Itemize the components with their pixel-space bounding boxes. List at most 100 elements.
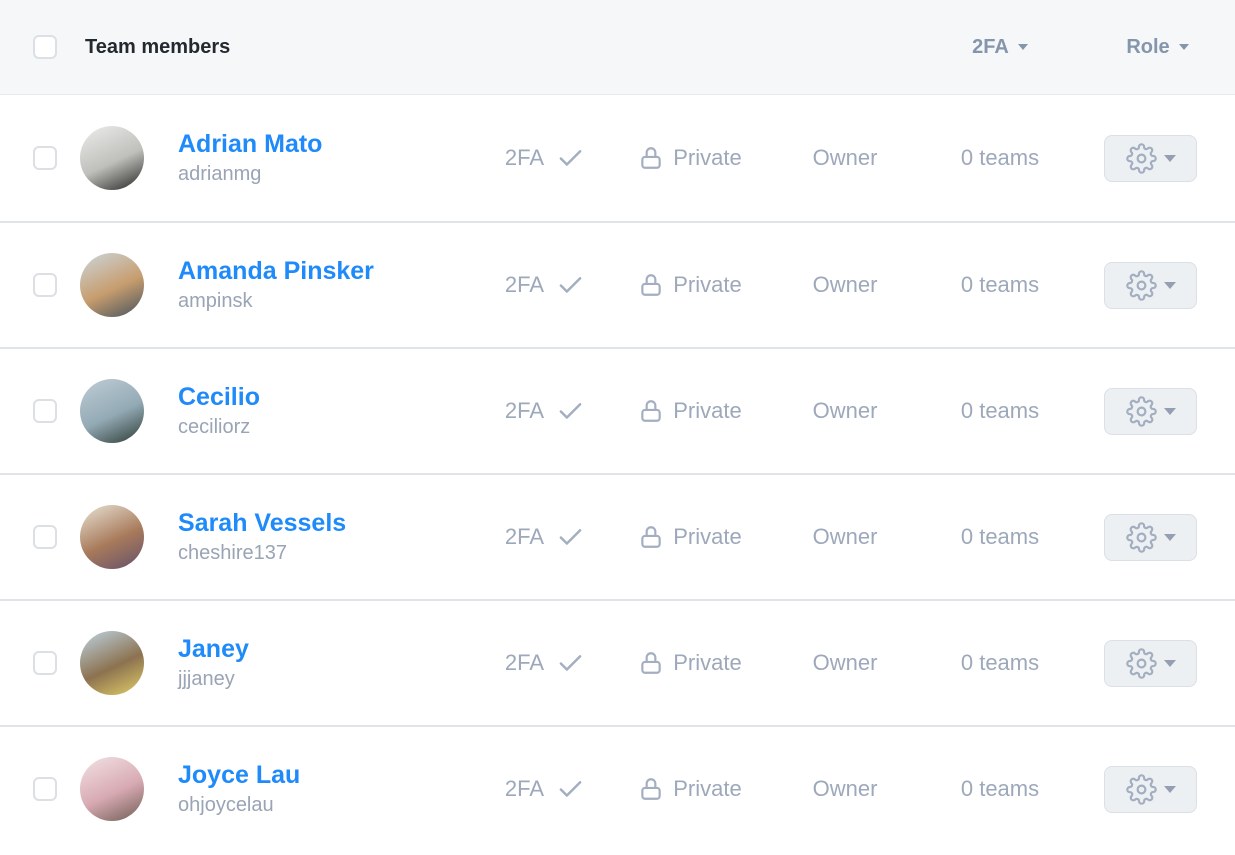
row-checkbox-cell [0, 273, 80, 297]
check-icon [556, 144, 585, 173]
select-all-checkbox[interactable] [33, 35, 57, 59]
member-name-link[interactable]: Amanda Pinsker [178, 257, 374, 286]
lock-icon [638, 397, 664, 425]
row-settings-button[interactable] [1104, 134, 1197, 182]
visibility-label: Private [673, 272, 742, 297]
row-checkbox-cell [0, 399, 80, 423]
row-checkbox-cell [0, 651, 80, 675]
member-name-link[interactable]: Janey [178, 635, 249, 664]
member-identity: Amanda Pinsker ampinsk [178, 257, 480, 313]
visibility-cell: Private [610, 649, 770, 677]
visibility-label: Private [673, 145, 742, 170]
member-name-link[interactable]: Adrian Mato [178, 130, 323, 159]
teams-count: 0 teams [960, 524, 1040, 549]
member-identity: Janey jjjaney [178, 635, 480, 691]
caret-down-icon [1163, 407, 1176, 415]
visibility-cell: Private [610, 397, 770, 425]
twofa-label: 2FA [504, 524, 545, 549]
member-name-link[interactable]: Sarah Vessels [178, 509, 347, 538]
visibility-label: Private [673, 650, 742, 675]
row-checkbox[interactable] [33, 777, 57, 801]
teams-cell: 0 teams [920, 145, 1080, 171]
member-name-link[interactable]: Cecilio [178, 383, 260, 412]
teams-count: 0 teams [960, 776, 1040, 801]
member-username: ohjoycelau [178, 793, 274, 816]
gear-icon [1125, 521, 1157, 553]
row-settings-button[interactable] [1104, 513, 1197, 561]
row-checkbox-cell [0, 525, 80, 549]
row-settings-button[interactable] [1104, 261, 1197, 309]
member-row: Joyce Lau ohjoycelau 2FA Private Owner 0… [0, 725, 1235, 851]
avatar[interactable] [80, 757, 144, 821]
member-row: Janey jjjaney 2FA Private Owner 0 teams [0, 599, 1235, 725]
visibility-cell: Private [610, 523, 770, 551]
row-settings-button[interactable] [1104, 639, 1197, 687]
row-checkbox[interactable] [33, 273, 57, 297]
avatar[interactable] [80, 126, 144, 190]
visibility-label: Private [673, 524, 742, 549]
visibility-cell: Private [610, 144, 770, 172]
row-settings-button[interactable] [1104, 387, 1197, 435]
caret-down-icon [1163, 533, 1176, 541]
gear-icon [1125, 269, 1157, 301]
row-checkbox[interactable] [33, 399, 57, 423]
check-icon [556, 397, 585, 426]
role-label: Owner [812, 398, 878, 423]
teams-cell: 0 teams [920, 776, 1080, 802]
gear-icon [1125, 773, 1157, 805]
teams-count: 0 teams [960, 650, 1040, 675]
role-cell: Owner [770, 650, 920, 676]
member-row: Adrian Mato adrianmg 2FA Private Owner 0… [0, 95, 1235, 221]
caret-down-icon [1163, 659, 1176, 667]
lock-icon [638, 775, 664, 803]
role-label: Owner [812, 272, 878, 297]
member-row: Cecilio ceciliorz 2FA Private Owner 0 te… [0, 347, 1235, 473]
avatar[interactable] [80, 379, 144, 443]
avatar[interactable] [80, 631, 144, 695]
member-identity: Cecilio ceciliorz [178, 383, 480, 439]
teams-count: 0 teams [960, 398, 1040, 423]
twofa-cell: 2FA [480, 271, 610, 300]
lock-icon [638, 523, 664, 551]
role-label: Owner [812, 776, 878, 801]
teams-cell: 0 teams [920, 524, 1080, 550]
member-username: cheshire137 [178, 541, 287, 564]
avatar[interactable] [80, 253, 144, 317]
row-checkbox[interactable] [33, 525, 57, 549]
twofa-label: 2FA [504, 650, 545, 675]
actions-cell [1080, 639, 1235, 687]
caret-down-icon [1017, 44, 1028, 50]
visibility-cell: Private [610, 775, 770, 803]
teams-cell: 0 teams [920, 272, 1080, 298]
filter-role-dropdown[interactable]: Role [1080, 36, 1235, 59]
lock-icon [638, 144, 664, 172]
actions-cell [1080, 765, 1235, 813]
role-cell: Owner [770, 776, 920, 802]
visibility-cell: Private [610, 271, 770, 299]
caret-down-icon [1163, 154, 1176, 162]
gear-icon [1125, 142, 1157, 174]
caret-down-icon [1163, 281, 1176, 289]
role-cell: Owner [770, 145, 920, 171]
row-checkbox[interactable] [33, 146, 57, 170]
twofa-cell: 2FA [480, 144, 610, 173]
member-username: ceciliorz [178, 415, 251, 438]
teams-cell: 0 teams [920, 398, 1080, 424]
filter-role-label: Role [1126, 35, 1170, 58]
filter-2fa-dropdown[interactable]: 2FA [920, 36, 1080, 59]
member-list: Adrian Mato adrianmg 2FA Private Owner 0… [0, 95, 1235, 851]
member-row: Sarah Vessels cheshire137 2FA Private Ow… [0, 473, 1235, 599]
row-settings-button[interactable] [1104, 765, 1197, 813]
check-icon [556, 649, 585, 678]
row-checkbox[interactable] [33, 651, 57, 675]
actions-cell [1080, 513, 1235, 561]
page-title: Team members [85, 35, 231, 58]
member-name-link[interactable]: Joyce Lau [178, 761, 301, 790]
row-checkbox-cell [0, 146, 80, 170]
role-label: Owner [812, 650, 878, 675]
avatar[interactable] [80, 505, 144, 569]
actions-cell [1080, 261, 1235, 309]
member-username: jjjaney [178, 667, 235, 690]
check-icon [556, 271, 585, 300]
